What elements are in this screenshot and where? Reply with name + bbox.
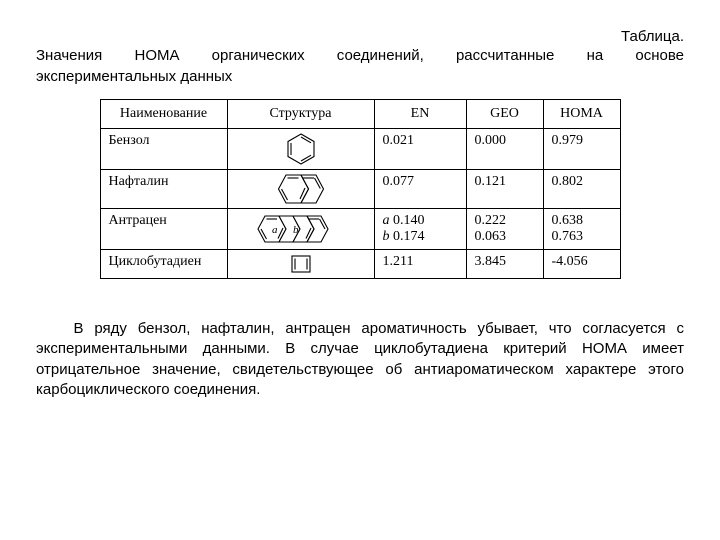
cell-name: Циклобутадиен xyxy=(100,250,227,279)
table-header-row: Наименование Структура EN GEO HOMA xyxy=(100,100,620,129)
cell-homa: 0.638 0.763 xyxy=(543,209,620,250)
naphthalene-icon xyxy=(268,172,334,206)
table-row: Нафталин xyxy=(100,170,620,209)
table-row: Циклобутадиен 1.211 3.845 -4.056 xyxy=(100,250,620,279)
cell-structure-anthracene: a b xyxy=(227,209,374,250)
cell-en: 0.021 xyxy=(374,129,466,170)
en-val-a: 0.140 xyxy=(393,213,425,228)
cell-name: Нафталин xyxy=(100,170,227,209)
table-row: Антрацен xyxy=(100,209,620,250)
cell-geo: 3.845 xyxy=(466,250,543,279)
cell-structure-benzene xyxy=(227,129,374,170)
cell-geo: 0.222 0.063 xyxy=(466,209,543,250)
col-header-name: Наименование xyxy=(100,100,227,129)
table-caption-line2: экспериментальных данных xyxy=(36,68,684,85)
cell-structure-cyclobutadiene xyxy=(227,250,374,279)
cell-homa: 0.979 xyxy=(543,129,620,170)
cell-en: 0.077 xyxy=(374,170,466,209)
homa-val-b: 0.763 xyxy=(552,229,584,244)
cell-name: Бензол xyxy=(100,129,227,170)
homa-table: Наименование Структура EN GEO HOMA Бензо… xyxy=(100,99,621,279)
geo-val-b: 0.063 xyxy=(475,229,507,244)
geo-val-a: 0.222 xyxy=(475,213,507,228)
cell-en: 1.211 xyxy=(374,250,466,279)
cell-homa: -4.056 xyxy=(543,250,620,279)
en-prefix-b: b xyxy=(383,229,390,244)
en-prefix-a: a xyxy=(383,213,390,228)
col-header-geo: GEO xyxy=(466,100,543,129)
cell-geo: 0.121 xyxy=(466,170,543,209)
cyclobutadiene-icon xyxy=(287,252,315,276)
ring-label-a: a xyxy=(272,224,278,236)
table-caption-line1: Значения НОМА органических соединений, р… xyxy=(36,47,684,64)
cell-name: Антрацен xyxy=(100,209,227,250)
col-header-struct: Структура xyxy=(227,100,374,129)
col-header-en: EN xyxy=(374,100,466,129)
table-row: Бензол 0.021 0.000 0.979 xyxy=(100,129,620,170)
homa-val-a: 0.638 xyxy=(552,213,584,228)
cell-structure-naphthalene xyxy=(227,170,374,209)
ring-label-b: b xyxy=(293,224,299,236)
table-caption-label: Таблица. xyxy=(36,28,684,45)
cell-geo: 0.000 xyxy=(466,129,543,170)
body-paragraph: В ряду бензол, нафталин, антрацен аромат… xyxy=(36,319,684,400)
en-val-b: 0.174 xyxy=(393,229,425,244)
col-header-homa: HOMA xyxy=(543,100,620,129)
benzene-icon xyxy=(282,131,320,167)
anthracene-icon: a b xyxy=(251,213,351,245)
cell-homa: 0.802 xyxy=(543,170,620,209)
cell-en: a 0.140 b 0.174 xyxy=(374,209,466,250)
